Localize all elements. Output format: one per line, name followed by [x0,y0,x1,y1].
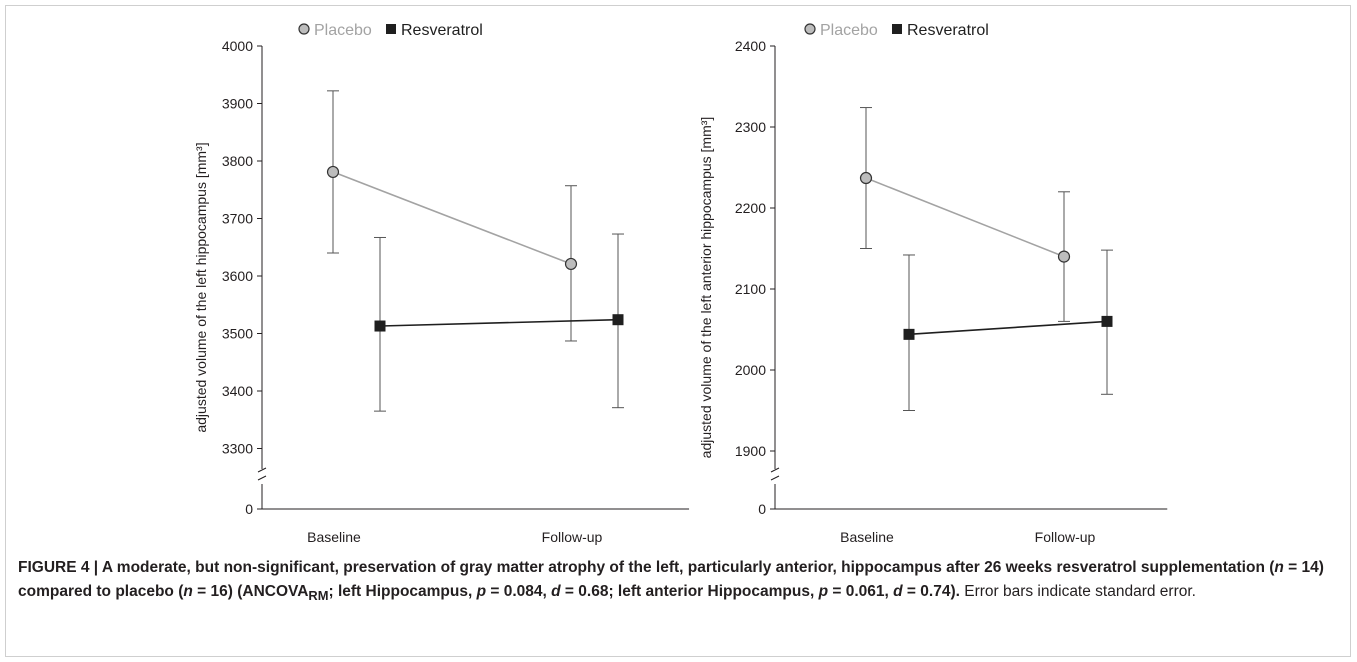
y-tick-label: 2300 [735,119,766,135]
series-resveratrol [903,249,1113,411]
y-tick-label: 3300 [222,441,253,457]
y-tick-label: 3700 [222,211,253,227]
x-category-label: Follow-up [1035,529,1096,545]
y-tick-label: 3600 [222,268,253,284]
chart-2: 2400 2300 2200 2100 2000 1900 0 Baseline Follow-… [698,22,1168,545]
caption-label: FIGURE 4 | [18,559,102,576]
axis-break-mark [770,467,780,473]
legend: Placebo Resveratrol [298,22,483,39]
y-axis-label: adjusted volume of the left anterior hip… [698,117,714,459]
data-point-placebo [1057,250,1071,263]
series-line [332,171,572,265]
series-placebo [326,90,578,342]
axis-break-mark [770,475,780,481]
y-tick-label: 3400 [222,383,253,399]
y-tick-label: 2100 [735,281,766,297]
legend-marker-resveratrol [386,24,396,34]
y-tick-label: 2400 [735,38,766,54]
y-tick-label: 4000 [222,38,253,54]
data-point-resveratrol [374,320,386,332]
series-placebo [859,107,1071,322]
figure-frame [5,5,1351,657]
legend: Placebo Resveratrol [804,22,989,39]
y-tick-label: 2000 [735,362,766,378]
data-point-resveratrol [612,314,624,326]
series-line [865,177,1065,258]
legend-label-placebo: Placebo [820,22,878,39]
y-tick-label: 3900 [222,96,253,112]
series-resveratrol [374,233,624,412]
legend-marker-placebo [298,23,310,35]
y-tick-label: 1900 [735,443,766,459]
figure-caption: FIGURE 4 | A moderate, but non-significa… [18,559,1324,603]
data-point-placebo [326,165,340,179]
charts-svg: 4000 3900 3800 3700 3600 3500 3400 3300 0 Baselin… [193,22,1168,545]
axis-break-mark [257,467,267,473]
series-line [379,318,619,327]
data-point-resveratrol [1101,315,1113,327]
legend-marker-placebo [804,23,816,35]
legend-label-resveratrol: Resveratrol [907,22,989,39]
y-tick-label: 3800 [222,153,253,169]
axis-break-mark [257,475,267,481]
x-category-label: Baseline [840,529,894,545]
y-tick-label: 0 [245,501,253,517]
legend-label-resveratrol: Resveratrol [401,22,483,39]
x-category-label: Baseline [307,529,361,545]
legend-label-placebo: Placebo [314,22,372,39]
y-axis-label: adjusted volume of the left hippocampus … [193,142,209,432]
series-line [908,320,1108,336]
legend-marker-resveratrol [892,24,902,34]
chart-1: 4000 3900 3800 3700 3600 3500 3400 3300 0 Baselin… [193,22,690,545]
data-point-placebo [564,257,578,271]
y-tick-label: 0 [758,501,766,517]
data-point-resveratrol [903,328,915,340]
data-point-placebo [859,171,873,185]
x-category-label: Follow-up [542,529,603,545]
y-tick-label: 2200 [735,200,766,216]
y-tick-label: 3500 [222,326,253,342]
